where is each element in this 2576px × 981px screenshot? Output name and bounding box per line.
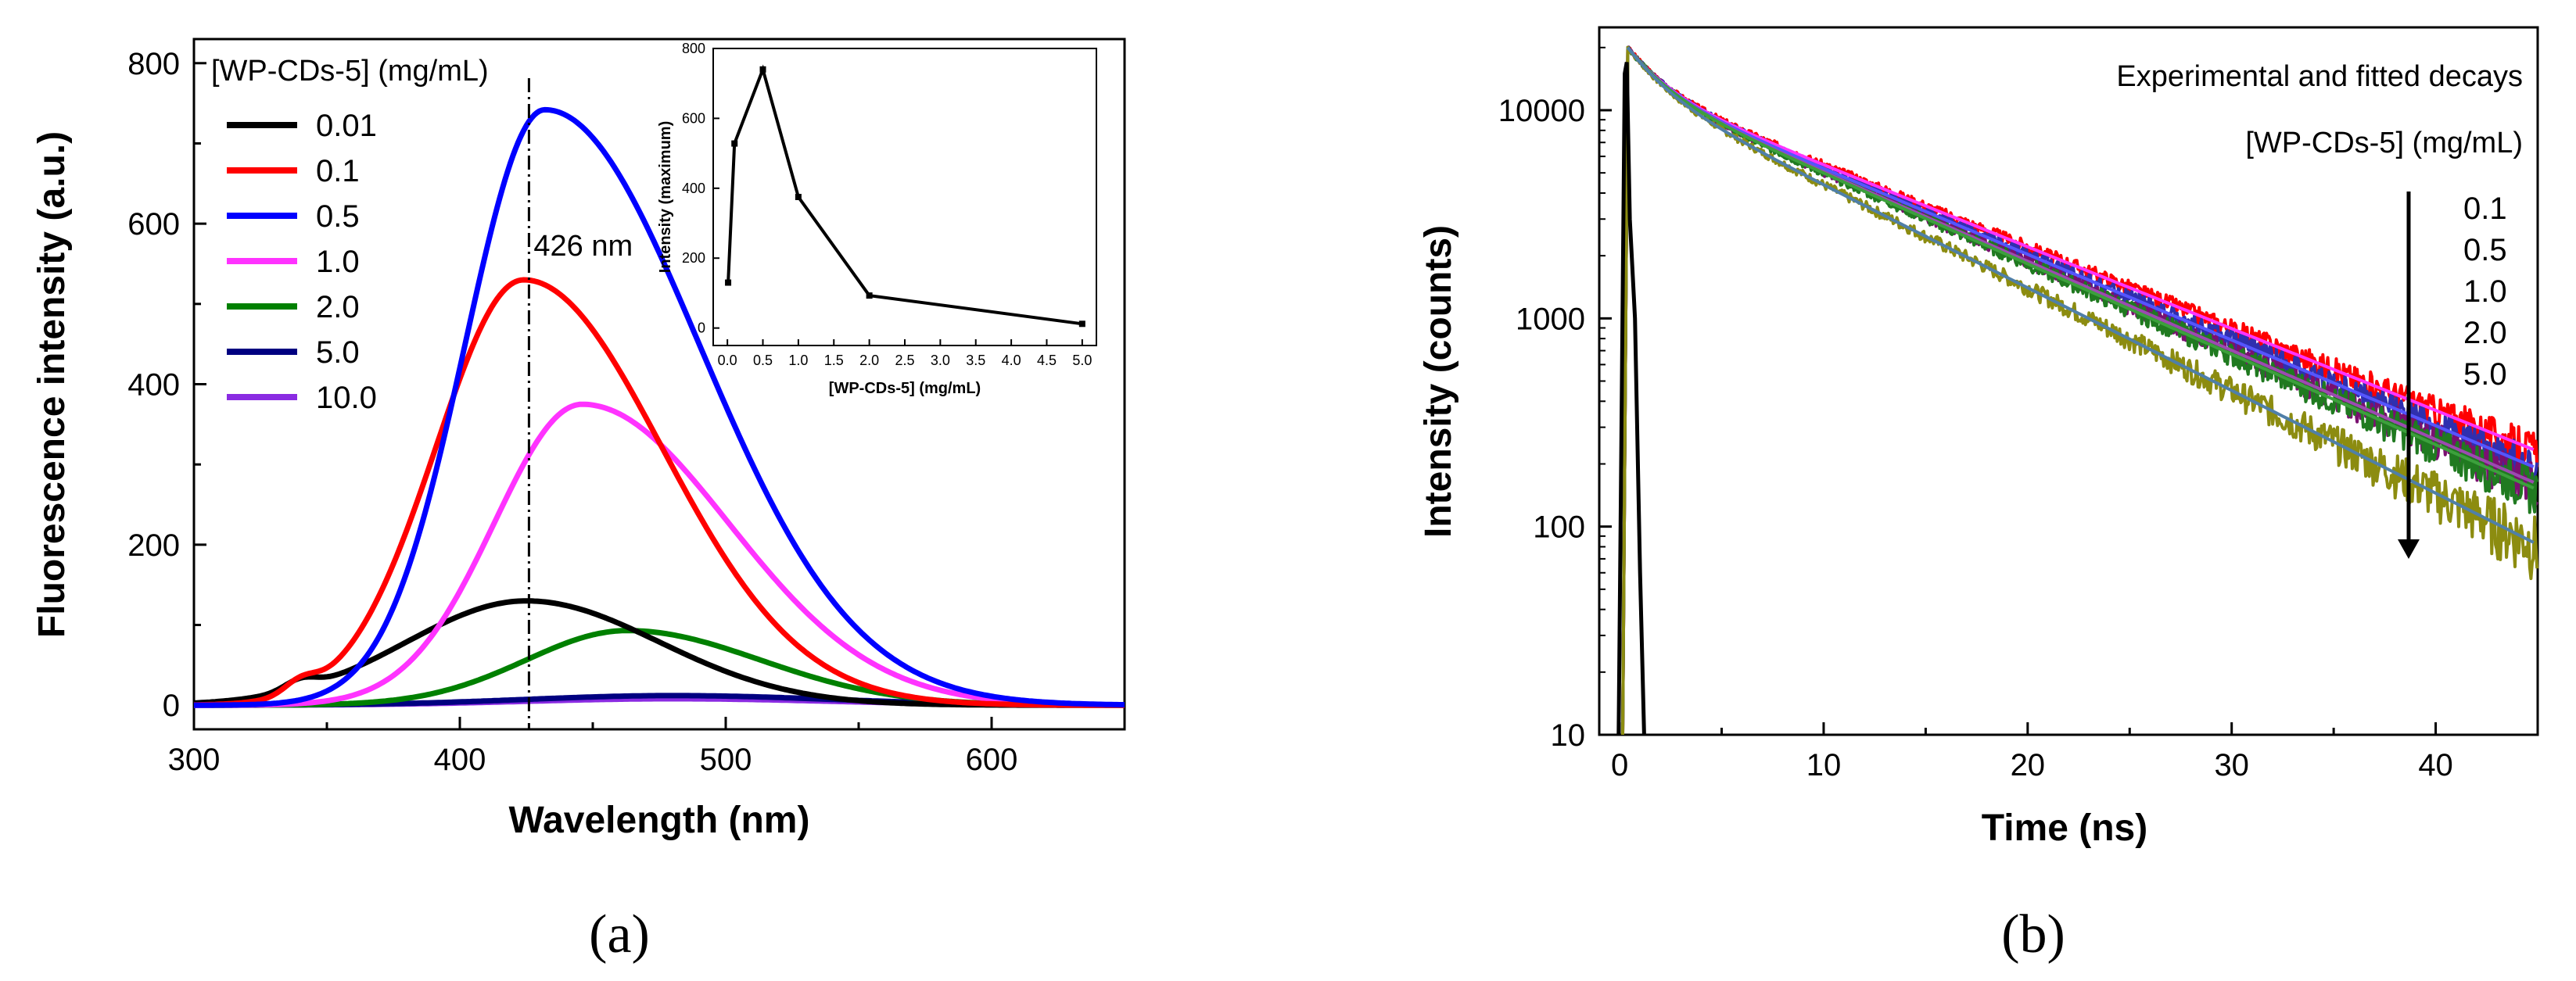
inset-x-tick-label-2-5: 2.5	[895, 353, 914, 368]
panel-b-legend: 0.1 0.5 1.0 2.0 5.0	[2463, 192, 2507, 392]
x-tick-label-300: 300	[168, 743, 221, 777]
b-x-tick-label-10: 10	[1806, 748, 1842, 782]
panel-a-label: (a)	[589, 904, 650, 965]
panel-a-legend-title: [WP-CDs-5] (mg/mL)	[211, 55, 489, 88]
inset-x-tick-label-2-0: 2.0	[859, 353, 879, 368]
inset-x-tick-label-3-5: 3.5	[966, 353, 985, 368]
inset-chart: 0.0 0.5 1.0 1.5 2.0 2.5 3.0 3.5 4.0 4.5 5.0 0 200 400…	[657, 41, 1097, 397]
inset-point-2	[866, 292, 873, 299]
panel-a-y-axis-label: Fluorescence intensity (a.u.)	[31, 131, 73, 638]
inset-point-0-1	[731, 140, 738, 147]
b-x-tick-label-0: 0	[1611, 748, 1628, 782]
inset-x-tick-label-1-0: 1.0	[788, 353, 808, 368]
x-tick-label-400: 400	[434, 743, 486, 777]
panel-a: 300 400 500 600 0 200 400 600 800 426 nm [WP-CDs…	[31, 38, 1126, 965]
inset-point-0-5	[759, 66, 766, 73]
panel-a-x-axis-label: Wavelength (nm)	[509, 800, 810, 841]
irf-curve	[1616, 62, 1646, 736]
b-x-tick-label-40: 40	[2418, 748, 2453, 782]
inset-series-line	[727, 64, 1083, 326]
inset-point-0-01	[725, 279, 732, 286]
inset-y-tick-label-0: 0	[698, 320, 705, 336]
panel-b-title: Experimental and fitted decays	[2116, 60, 2523, 93]
panel-b-label: (b)	[2001, 904, 2065, 965]
panel-b: 0 10 20 30 40 10 100 1000 10000 Experimental and…	[1418, 26, 2539, 965]
inset-x-tick-label-0-0: 0.0	[718, 353, 737, 368]
inset-x-tick-label-0-5: 0.5	[753, 353, 773, 368]
inset-line	[725, 64, 1085, 328]
b-y-tick-label-1000: 1000	[1516, 302, 1585, 336]
inset-y-tick-label-600: 600	[682, 110, 705, 126]
x-tick-label-500: 500	[700, 743, 752, 777]
decay-fit-0-1	[1626, 46, 2535, 452]
b-legend-label-0-1: 0.1	[2463, 192, 2507, 226]
inset-y-tick-label-200: 200	[682, 250, 705, 266]
b-legend-label-2-0: 2.0	[2463, 316, 2507, 350]
legend-label-0-01: 0.01	[316, 109, 377, 143]
b-y-tick-label-10: 10	[1551, 718, 1586, 753]
legend-label-2-0: 2.0	[316, 290, 360, 324]
panel-b-curves	[1616, 45, 2539, 736]
x-tick-label-600: 600	[966, 743, 1018, 777]
legend-label-0-1: 0.1	[316, 154, 360, 188]
b-legend-label-5-0: 5.0	[2463, 357, 2507, 392]
inset-x-tick-label-3-0: 3.0	[931, 353, 950, 368]
panel-a-legend: 0.01 0.1 0.5 1.0 2.0 5.0 10.0	[227, 109, 377, 415]
b-y-tick-label-10000: 10000	[1498, 94, 1585, 128]
b-y-tick-label-100: 100	[1533, 510, 1585, 545]
curve-0-5	[193, 106, 1125, 708]
peak-annotation: 426 nm	[533, 230, 633, 263]
curve-0-1	[193, 277, 1125, 708]
inset-y-tick-label-800: 800	[682, 41, 705, 56]
inset-x-tick-label-4-0: 4.0	[1002, 353, 1021, 368]
inset-y-axis-label: Intensity (maximum)	[657, 121, 674, 273]
inset-plot-frame	[712, 48, 1097, 346]
panel-a-ticks: 300 400 500 600 0 200 400 600 800	[127, 47, 1017, 777]
decay-fit-0-5	[1626, 46, 2535, 469]
y-tick-label-400: 400	[127, 368, 180, 403]
inset-ticks: 0.0 0.5 1.0 1.5 2.0 2.5 3.0 3.5 4.0 4.5 5.0 0 200 400…	[682, 41, 1092, 368]
inset-y-tick-label-400: 400	[682, 181, 705, 196]
legend-label-0-5: 0.5	[316, 199, 360, 234]
inset-x-tick-label-4-5: 4.5	[1037, 353, 1057, 368]
concentration-arrow-head	[2398, 539, 2420, 559]
panel-b-x-axis-label: Time (ns)	[1982, 807, 2147, 849]
inset-x-tick-label-1-5: 1.5	[824, 353, 844, 368]
legend-label-10-0: 10.0	[316, 381, 377, 415]
b-legend-label-1-0: 1.0	[2463, 274, 2507, 309]
b-x-tick-label-30: 30	[2214, 748, 2249, 782]
legend-label-5-0: 5.0	[316, 335, 360, 370]
panel-b-legend-title: [WP-CDs-5] (mg/mL)	[2245, 127, 2523, 159]
decay-fit-5-0	[1626, 46, 2535, 544]
y-tick-label-600: 600	[127, 207, 180, 242]
y-tick-label-800: 800	[127, 47, 180, 81]
inset-point-1	[795, 194, 802, 200]
panel-b-y-axis-label: Intensity (counts)	[1418, 225, 1459, 538]
b-legend-label-0-5: 0.5	[2463, 233, 2507, 267]
panel-b-ticks: 0 10 20 30 40 10 100 1000 10000	[1498, 46, 2453, 782]
inset-x-axis-label: [WP-CDs-5] (mg/mL)	[829, 380, 981, 397]
inset-x-tick-label-5-0: 5.0	[1072, 353, 1092, 368]
legend-label-1-0: 1.0	[316, 245, 360, 279]
b-x-tick-label-20: 20	[2011, 748, 2046, 782]
y-tick-label-0: 0	[163, 689, 180, 723]
inset-point-5	[1078, 320, 1085, 328]
panel-a-curves	[193, 106, 1125, 708]
y-tick-label-200: 200	[127, 528, 180, 563]
decay-fit-2-0	[1626, 46, 2535, 490]
